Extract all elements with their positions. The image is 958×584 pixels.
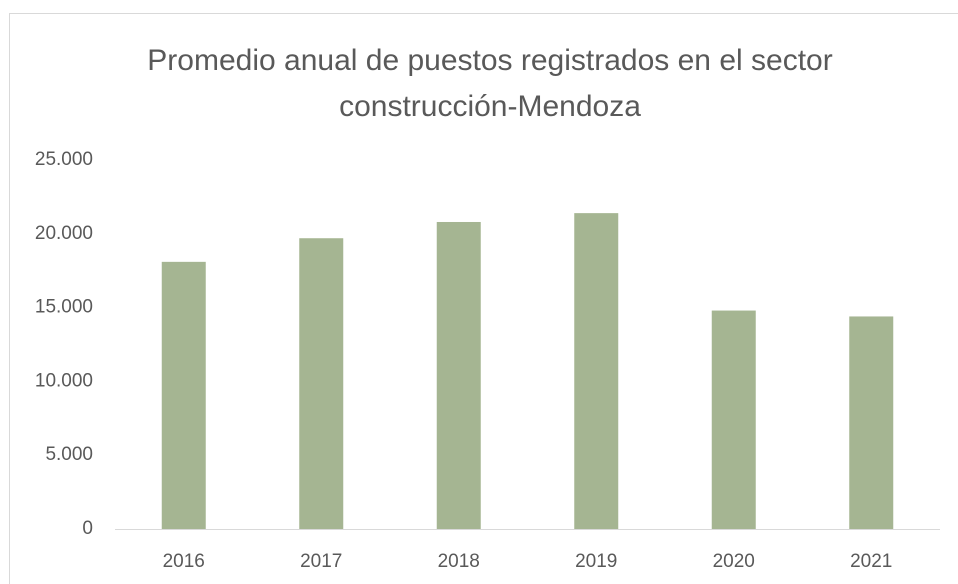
- chart-title: Promedio anual de puestos registrados en…: [147, 44, 833, 123]
- x-tick-label: 2019: [575, 551, 617, 572]
- x-tick-label: 2018: [438, 551, 480, 572]
- bar: [436, 221, 481, 529]
- y-tick-label: 20.000: [35, 223, 93, 244]
- x-tick-label: 2021: [850, 551, 892, 572]
- chart-border: [9, 13, 958, 584]
- bar: [299, 238, 344, 529]
- bar: [849, 316, 894, 529]
- x-tick-label: 2017: [300, 551, 342, 572]
- y-tick-label: 0: [82, 518, 93, 539]
- y-tick-label: 5.000: [45, 444, 93, 465]
- x-tick-label: 2020: [713, 551, 755, 572]
- y-tick-label: 15.000: [35, 297, 93, 318]
- bar: [574, 213, 619, 530]
- bar: [711, 310, 756, 529]
- x-tick-label: 2016: [163, 551, 205, 572]
- bar: [161, 261, 206, 529]
- y-tick-label: 10.000: [35, 370, 93, 391]
- y-tick-label: 25.000: [35, 149, 93, 170]
